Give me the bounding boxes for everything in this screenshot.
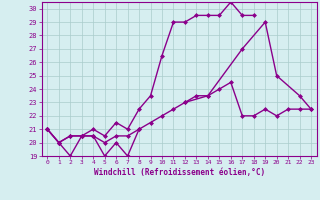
X-axis label: Windchill (Refroidissement éolien,°C): Windchill (Refroidissement éolien,°C)	[94, 168, 265, 177]
